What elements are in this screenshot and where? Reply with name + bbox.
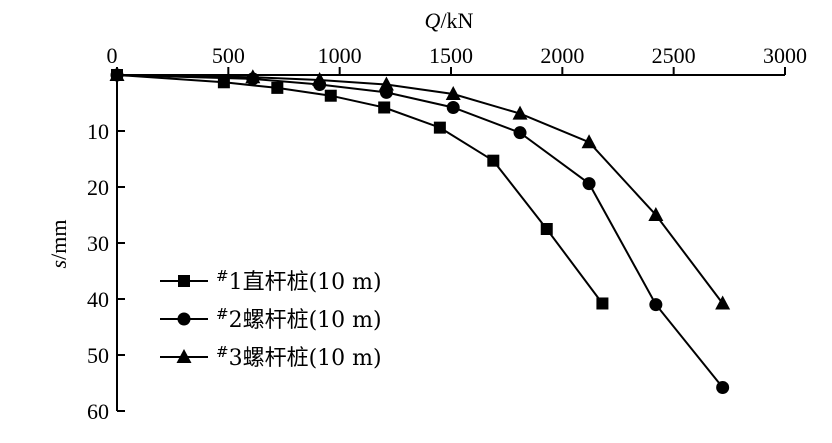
x-axis-title-symbol: Q: [425, 8, 441, 33]
series-3: [109, 67, 731, 310]
series-1-point: [596, 297, 609, 310]
axes: 0 500 1000 1500 2000 2500 3000 10 20 30 40 50 60 Q/kN…: [46, 8, 807, 424]
series-3-point: [715, 295, 731, 310]
series-3-point: [109, 67, 125, 81]
series-1-point: [271, 81, 284, 94]
legend-label-sup: #: [216, 267, 229, 285]
x-tick-label: 2000: [540, 43, 584, 68]
series-1-point: [324, 89, 337, 102]
legend-label-sup: #: [216, 305, 229, 323]
legend-entry-3: #3螺杆桩(10 m): [160, 343, 382, 371]
y-tick-label: 30: [87, 231, 109, 256]
y-axis-title-symbol: s: [46, 260, 71, 269]
series-2: [110, 68, 730, 394]
series-1-point: [378, 101, 391, 114]
series-2-point: [446, 100, 460, 114]
legend-label-text: 2螺杆桩(10 m): [229, 308, 382, 333]
legend-label-sup: #: [216, 343, 229, 361]
legend-label-text: 3螺杆桩(10 m): [229, 346, 382, 371]
x-tick-label: 500: [212, 43, 245, 68]
series-2-point: [582, 177, 596, 191]
legend-label: #3螺杆桩(10 m): [216, 343, 382, 371]
y-tick-label: 60: [87, 399, 109, 424]
legend-entry-2: #2螺杆桩(10 m): [160, 305, 382, 333]
series-2-point: [649, 298, 663, 312]
y-tick-label: 50: [87, 343, 109, 368]
series-3-point: [648, 207, 664, 221]
series-1-point: [433, 121, 446, 134]
x-axis-title: Q/kN: [425, 8, 474, 33]
legend-label: #2螺杆桩(10 m): [216, 305, 382, 333]
y-tick-label: 10: [87, 119, 109, 144]
legend-entry-1: #1直杆桩(10 m): [160, 267, 382, 295]
series-3-point: [312, 72, 328, 87]
legend-marker: [178, 275, 190, 287]
series-1-point: [540, 223, 553, 235]
x-tick-label: 3000: [763, 43, 807, 68]
series-3-point: [445, 86, 461, 101]
x-tick-label: 1000: [318, 43, 362, 68]
series-3-point: [378, 76, 394, 91]
y-axis-title: s/mm: [46, 220, 71, 269]
x-tick-label: 1500: [429, 43, 473, 68]
x-tick-label: 2500: [652, 43, 696, 68]
series-3-point: [245, 69, 261, 84]
series-1-point: [217, 76, 230, 89]
y-tick-label: 20: [87, 175, 109, 200]
x-axis-title-unit: /kN: [440, 8, 473, 33]
series-1-point: [487, 154, 500, 167]
series-2-point: [716, 380, 730, 394]
legend-marker: [176, 349, 192, 363]
y-tick-label: 40: [87, 287, 109, 312]
y-axis-title-unit: /mm: [46, 220, 71, 260]
series-3-line: [116, 74, 724, 305]
series-3-point: [581, 134, 597, 149]
series-2-line: [116, 74, 724, 389]
series-3-point: [512, 105, 528, 120]
legend: #1直杆桩(10 m)#2螺杆桩(10 m)#3螺杆桩(10 m): [160, 267, 382, 371]
legend-marker: [177, 312, 191, 326]
series-layer: [109, 67, 731, 394]
legend-label: #1直杆桩(10 m): [216, 267, 382, 295]
x-tick-label: 0: [107, 43, 118, 68]
legend-label-text: 1直杆桩(10 m): [229, 270, 382, 295]
series-2-point: [513, 126, 527, 140]
